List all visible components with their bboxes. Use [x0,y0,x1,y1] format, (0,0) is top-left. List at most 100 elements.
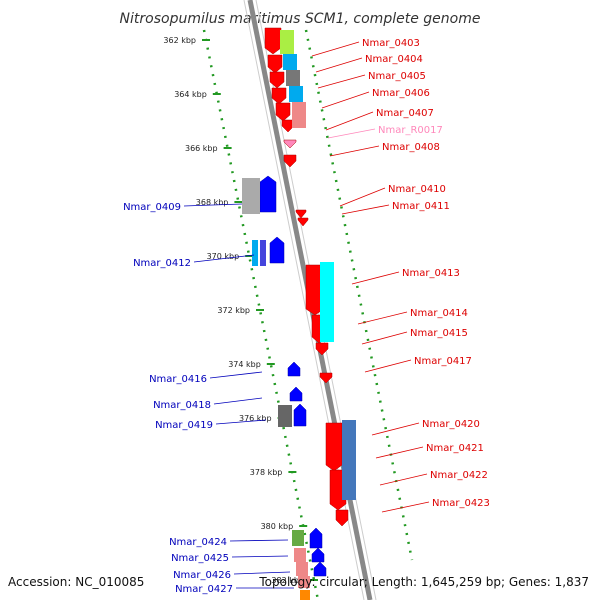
reverse-gene-leader [341,204,390,215]
kbp-tick-label: 368 kbp [196,198,229,207]
forward-gene-label: Nmar_0409 [123,202,181,213]
kbp-tick-label: 370 kbp [207,252,240,261]
forward-gene-label: Nmar_0418 [153,400,211,411]
reverse-gene-arrow [269,71,285,89]
kbp-tick-label: 376 kbp [239,414,272,423]
tick-rail-right [304,29,414,561]
forward-gene-label: Nmar_0427 [175,584,233,595]
reverse-gene-label: Nmar_0422 [430,470,488,481]
reverse-gene-leader [379,473,428,486]
forward-gene-leader [213,397,263,405]
gene-features [242,27,356,600]
reverse-gene-label: Nmar_0407 [376,108,434,119]
forward-gene-leader [215,419,267,425]
reverse-gene-label: Nmar_0413 [402,268,460,279]
reverse-gene-label: Nmar_0423 [432,498,490,509]
reverse-gene-label: Nmar_0411 [392,201,450,212]
reverse-gene-label: Nmar_0420 [422,419,480,430]
kbp-tick-label: 374 kbp [228,360,261,369]
kbp-scale: 362 kbp 364 kbp 366 kbp 368 kbp 370 kbp 372 k… [163,29,414,600]
reverse-gene-leader [317,74,366,89]
reverse-gene-label: Nmar_0405 [368,71,426,82]
cog-category-block [289,86,303,102]
forward-gene-label: Nmar_0424 [169,537,227,548]
forward-gene-arrow [259,175,277,213]
reverse-gene-leader [321,91,370,109]
reverse-gene-label: Nmar_0403 [362,38,420,49]
reverse-gene-label: Nmar_0410 [388,184,446,195]
reverse-gene-arrow [283,154,297,168]
forward-gene-label: Nmar_0419 [155,420,213,431]
cog-category-block [260,240,266,266]
forward-gene-leader [209,371,263,379]
reverse-gene-arrow [271,87,287,105]
forward-gene-arrow [287,361,301,377]
reverse-gene-arrow [315,342,329,356]
reverse-gene-leader [311,41,360,57]
kbp-tick-label: 366 kbp [185,144,218,153]
map-title: Nitrosopumilus maritimus SCM1, complete … [120,11,481,27]
reverse-gene-label: Nmar_0421 [426,443,484,454]
forward-gene-label: Nmar_0416 [149,374,207,385]
reverse-gene-label: Nmar_0414 [410,308,468,319]
kbp-tick-label: 382 kbp [271,576,304,585]
reverse-gene-leader [351,271,400,285]
cog-category-block [283,54,297,70]
reverse-gene-leader [375,446,424,459]
forward-gene-arrow [309,527,323,549]
forward-gene-label: Nmar_0425 [171,553,229,564]
kbp-tick-label: 362 kbp [163,36,196,45]
reverse-gene-arrow [297,217,309,227]
reverse-gene-arrow [295,209,307,219]
kbp-tick-label: 372 kbp [217,306,250,315]
forward-gene-leader [233,571,291,575]
reverse-gene-arrow [267,54,283,74]
forward-gene-leader [183,203,243,207]
reverse-gene-arrow [319,372,333,384]
forward-gene-arrow [313,561,327,577]
reverse-gene-arrow [325,422,343,472]
reverse-gene-leader [371,422,420,436]
kbp-tick-label: 378 kbp [250,468,283,477]
cog-category-block [296,562,308,576]
cog-category-block [292,102,306,128]
cog-category-block [280,30,294,54]
gene-labels: Nmar_0403 Nmar_0404 Nmar_0405 Nmar_0406 Nmar… [123,38,490,595]
rna-gene-arrow [283,139,297,149]
reverse-gene-label: Nmar_R0017 [378,125,443,136]
forward-gene-arrow [311,547,325,563]
reverse-gene-leader [361,331,408,345]
cog-category-block [292,530,304,546]
reverse-gene-leader [364,359,412,373]
kbp-tick-label: 364 kbp [174,90,207,99]
reverse-gene-leader [325,111,374,131]
kbp-tick-label: 380 kbp [261,522,294,531]
reverse-gene-leader [329,145,380,157]
reverse-gene-leader [357,311,408,325]
forward-gene-leader [193,254,255,263]
forward-gene-label: Nmar_0412 [133,258,191,269]
cog-category-block [300,590,310,600]
forward-gene-leader [229,539,289,542]
forward-gene-leader [231,555,289,558]
reverse-gene-leader [315,57,363,73]
cog-category-block [342,420,356,500]
forward-gene-arrow [289,386,303,402]
reverse-gene-leader [339,187,386,207]
reverse-gene-leader [381,501,430,513]
reverse-gene-arrow [275,102,291,122]
reverse-gene-arrow [335,509,349,527]
cog-category-block [242,178,260,214]
forward-gene-arrow [269,236,285,264]
cog-category-block [298,576,310,588]
reverse-gene-leader [327,128,376,139]
forward-gene-arrow [293,403,307,427]
cog-category-block [286,70,300,86]
reverse-gene-label: Nmar_0408 [382,142,440,153]
cog-category-block [252,240,258,266]
forward-gene-label: Nmar_0426 [173,570,231,581]
reverse-gene-label: Nmar_0404 [365,54,423,65]
reverse-gene-label: Nmar_0417 [414,356,472,367]
topology-text: Topology: circular; Length: 1,645,259 bp… [258,575,589,589]
